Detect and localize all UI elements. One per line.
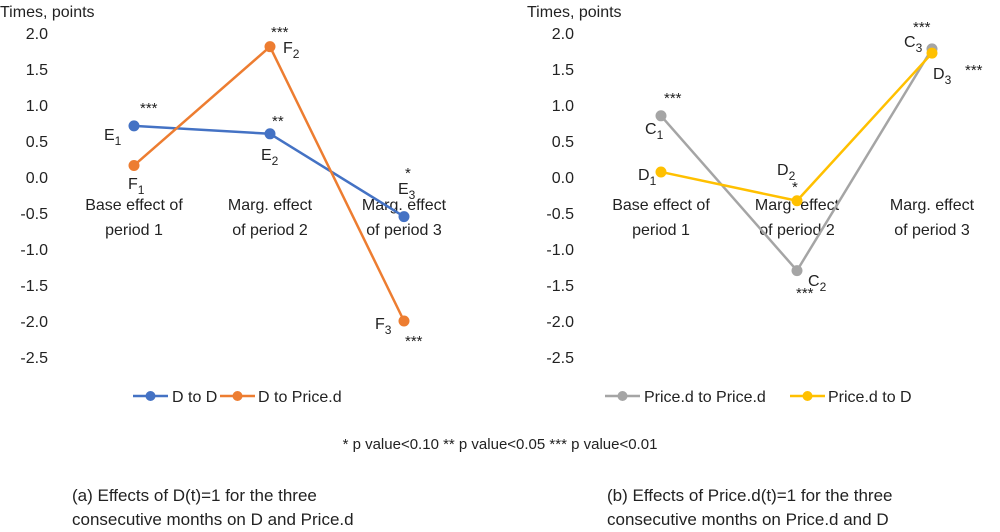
caption-b-line-2: consecutive months on Price.d and D	[607, 510, 889, 529]
significance-stars: ***	[796, 285, 814, 302]
point-label: E2	[261, 147, 279, 168]
legend-label: D to D	[172, 389, 217, 406]
x-category-label: of period 3	[894, 222, 970, 239]
caption-a: (a) Effects of D(t)=1 for the three cons…	[72, 484, 354, 532]
caption-a-line-1: (a) Effects of D(t)=1 for the three	[72, 486, 317, 505]
data-point	[791, 195, 803, 207]
point-label: F1	[128, 176, 145, 197]
significance-stars: **	[272, 113, 284, 130]
y-tick-label: -2.5	[20, 350, 48, 367]
point-label: D2	[777, 162, 796, 183]
data-point	[128, 120, 140, 132]
significance-stars: ***	[913, 19, 931, 36]
point-label: C2	[808, 273, 827, 294]
y-tick-label: -1.0	[546, 242, 574, 259]
y-tick-label: 1.5	[552, 62, 574, 79]
y-tick-label: 2.0	[552, 26, 574, 43]
point-label: D1	[638, 167, 657, 188]
data-point	[128, 159, 140, 171]
significance-stars: ***	[271, 24, 289, 41]
y-tick-label: 1.0	[552, 98, 574, 115]
x-category-label: period 1	[105, 222, 163, 239]
y-tick-label: 0.5	[552, 134, 574, 151]
x-category-label: Marg. effect	[228, 197, 313, 214]
significance-stars: ***	[405, 333, 423, 350]
y-tick-label: 1.5	[26, 62, 48, 79]
legend-label: Price.d to Price.d	[644, 389, 766, 406]
y-tick-label: -1.5	[20, 278, 48, 295]
significance-stars: *	[792, 179, 798, 196]
legend-marker	[232, 391, 243, 401]
y-tick-label: 0.0	[552, 170, 574, 187]
data-point	[398, 315, 410, 327]
point-label: C1	[645, 121, 664, 142]
y-tick-label: 2.0	[26, 26, 48, 43]
series-line	[133, 45, 406, 322]
significance-stars: *	[405, 165, 411, 182]
y-axis-title: Times, points	[527, 4, 622, 21]
panel-a: Times, points 2.0 1.5 1.0 0.5 0.0 -0.5 -1.0 -1.5…	[0, 4, 447, 406]
point-label: D3	[933, 66, 952, 87]
point-label: C3	[904, 34, 923, 55]
x-category-label: period 1	[632, 222, 690, 239]
data-point	[926, 47, 938, 59]
x-category-label: of period 2	[759, 222, 835, 239]
panel-b: Times, points 2.0 1.5 1.0 0.5 0.0 -0.5 -1.0 -1.5…	[527, 4, 983, 406]
point-label: E1	[104, 127, 122, 148]
data-point	[264, 41, 276, 53]
y-tick-label: -2.0	[20, 314, 48, 331]
point-label: F3	[375, 316, 392, 337]
point-label: E3	[398, 181, 416, 202]
y-tick-label: -2.0	[546, 314, 574, 331]
significance-stars: ***	[965, 62, 983, 79]
x-category-label: Marg. effect	[890, 197, 975, 214]
x-category-label: of period 2	[232, 222, 308, 239]
x-category-label: Base effect of	[85, 197, 183, 214]
y-tick-label: -2.5	[546, 350, 574, 367]
y-tick-label: -1.0	[20, 242, 48, 259]
point-label: F2	[283, 40, 300, 61]
y-tick-label: -0.5	[546, 206, 574, 223]
y-tick-label: -0.5	[20, 206, 48, 223]
legend-marker	[617, 391, 628, 401]
legend-marker	[802, 391, 813, 401]
y-tick-label: 0.5	[26, 134, 48, 151]
x-category-label: of period 3	[366, 222, 442, 239]
legend-label: D to Price.d	[258, 389, 342, 406]
y-tick-label: 1.0	[26, 98, 48, 115]
significance-stars: ***	[664, 90, 682, 107]
data-point	[655, 110, 667, 122]
significance-stars: ***	[140, 100, 158, 117]
data-point	[655, 166, 667, 178]
caption-b: (b) Effects of Price.d(t)=1 for the thre…	[607, 484, 893, 532]
data-point	[791, 265, 803, 277]
y-tick-label: -1.5	[546, 278, 574, 295]
data-point	[398, 211, 410, 223]
legend-marker	[145, 391, 156, 401]
y-tick-label: 0.0	[26, 170, 48, 187]
caption-b-line-1: (b) Effects of Price.d(t)=1 for the thre…	[607, 486, 893, 505]
caption-a-line-2: consecutive months on D and Price.d	[72, 510, 354, 529]
x-category-label: Base effect of	[612, 197, 710, 214]
legend-label: Price.d to D	[828, 389, 912, 406]
significance-footnote: * p value<0.10 ** p value<0.05 *** p val…	[342, 436, 658, 453]
figure-canvas: Times, points 2.0 1.5 1.0 0.5 0.0 -0.5 -1.0 -1.5…	[0, 4, 983, 406]
y-axis-title: Times, points	[0, 4, 95, 21]
data-point	[264, 128, 276, 140]
x-category-label: Marg. effect	[362, 197, 447, 214]
